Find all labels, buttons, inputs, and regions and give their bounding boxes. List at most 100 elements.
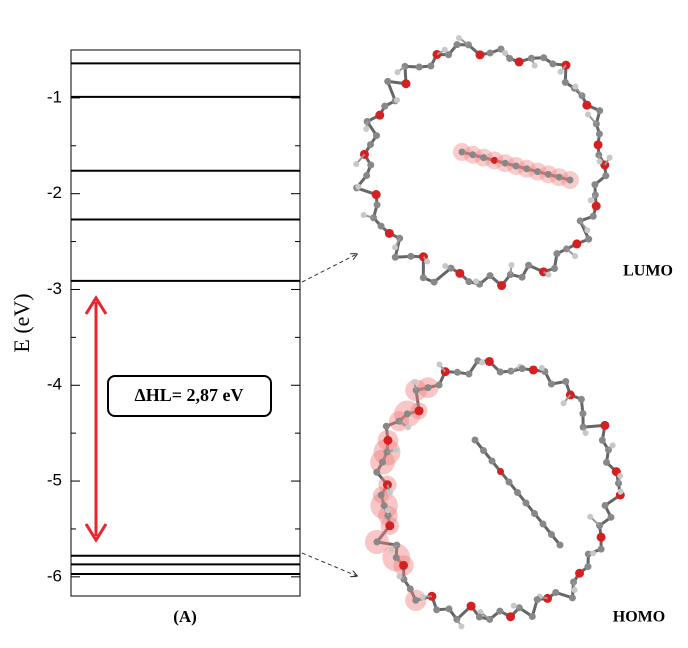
atom [585,236,592,243]
atom [442,263,448,269]
atom [515,57,524,66]
atom [578,396,585,403]
atom [407,585,414,592]
atom [387,489,393,495]
atom [476,613,483,620]
atom [489,458,496,465]
y-tick-label: -2 [47,183,62,202]
atom [454,41,461,48]
atom [597,159,603,165]
atom [529,613,536,620]
atom [596,130,603,137]
atom [487,272,494,279]
atom [378,492,385,499]
atom [572,253,578,259]
atom [383,436,392,445]
atom [497,468,504,475]
atom [407,253,414,260]
atom [363,126,369,132]
atom [485,357,494,366]
atom [436,361,442,367]
atom [412,597,419,604]
atom [401,79,410,88]
atom [388,547,394,553]
atom [511,603,517,609]
atom [532,63,538,69]
x-axis-label: (A) [173,607,197,626]
atom [381,502,388,509]
atom [427,63,434,70]
atom [392,244,398,250]
atom [575,569,584,578]
atom [509,262,515,268]
atom [552,589,559,596]
atom [617,473,623,479]
atom [562,79,569,86]
atom [395,69,401,75]
atom [385,521,394,530]
atom [597,533,606,542]
atom [585,111,591,117]
atom [393,447,399,453]
atom [496,608,503,615]
orbital-label: HOMO [613,609,665,626]
atom [475,50,484,59]
atom [373,538,380,545]
atom [590,213,597,220]
atom [454,369,461,376]
atom [572,83,578,89]
atom [562,378,569,385]
atom [567,177,574,184]
atom [374,201,381,208]
atom [445,51,452,58]
atom [433,606,440,613]
atom [473,278,479,284]
atom [514,489,521,496]
atom [363,172,370,179]
atom [479,359,485,365]
y-tick-label: -4 [47,375,62,394]
atom [420,274,427,281]
atom [506,479,513,486]
atom [458,623,464,629]
atom [540,521,547,528]
plot-frame [71,50,300,596]
atom [587,514,593,520]
atom [425,384,432,391]
atom [551,265,558,272]
atom [353,161,359,167]
atom [549,60,556,67]
atom [384,78,391,85]
atom [584,563,591,570]
atom [600,421,609,430]
atom [405,424,411,430]
atom [480,447,487,454]
atom [456,35,462,41]
atom [539,365,545,371]
atom [497,281,506,290]
y-tick-label: -3 [47,279,62,298]
atom [519,274,526,281]
atom [602,502,609,509]
page: {"chart_data": {"type": "energy-levels",… [0,0,688,648]
figure: E (eV) (A) ΔHL= 2,87 eV LUMO HOMO -6-5-4… [0,0,688,648]
atom [594,140,603,149]
atom [506,55,513,62]
atom [548,531,555,538]
atom [404,410,411,417]
atom [591,181,598,188]
atom [375,111,384,120]
atom [599,437,606,444]
atom [367,162,374,169]
atom [446,605,453,612]
atom [392,254,399,261]
atom [602,172,609,179]
atom [399,561,408,570]
atom [610,442,616,448]
atom [502,50,508,56]
atom [411,379,417,385]
atom [367,141,374,148]
atom [572,239,581,248]
atom [540,54,547,61]
pointer-arrow [302,254,357,282]
